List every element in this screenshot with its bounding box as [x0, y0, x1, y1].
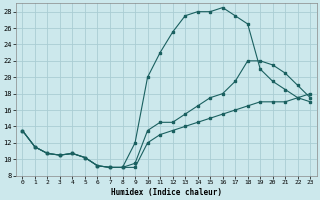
X-axis label: Humidex (Indice chaleur): Humidex (Indice chaleur)	[111, 188, 222, 197]
